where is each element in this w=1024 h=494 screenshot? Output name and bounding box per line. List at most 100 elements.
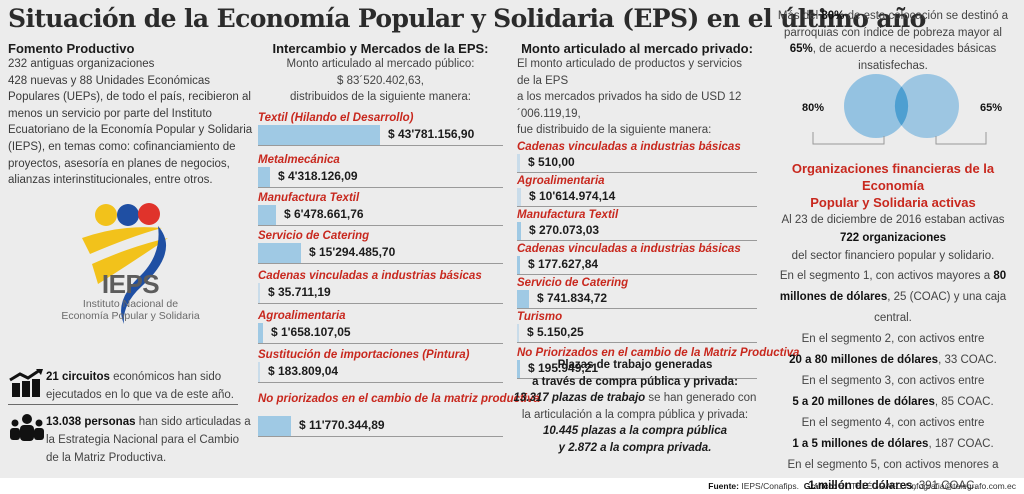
ieps-subtitle-2: Economía Popular y Solidaria [61, 310, 200, 322]
bar-row: $ 5.150,25 [517, 323, 757, 343]
stat-circuitos: 21 circuitos económicos han sido ejecuta… [8, 368, 253, 404]
bar [258, 204, 276, 225]
fomento-line: proyectos, asesoría en planes de negocio… [8, 157, 230, 170]
bar [517, 187, 521, 206]
financieras-count: 722 organizaciones [839, 232, 947, 244]
segment-text: , 85 COAC. [934, 396, 994, 408]
segment-bold: 20 a 80 millones de dólares [789, 354, 939, 366]
bar-category-label: No Priorizados en el cambio de la Matriz… [517, 346, 800, 359]
bar-value-label: $ 177.627,84 [528, 257, 599, 271]
bar-value-label: $ 4'318.126,09 [278, 169, 358, 183]
bar [258, 415, 291, 436]
grafico-label: Gráfico: [803, 481, 837, 491]
segment-text: , 391 COAC. [912, 480, 978, 492]
fomento-line: menos un servicio por parte del Institut… [8, 107, 212, 120]
bar-value-label: $ 741.834,72 [537, 291, 608, 305]
bar-row: $ 510,00 [517, 153, 757, 173]
bar-row: $ 6'478.661,76 [258, 204, 503, 226]
ieps-name: IEPS [101, 269, 160, 299]
bar [517, 255, 520, 274]
bar-row: $ 177.627,84 [517, 255, 757, 275]
publico-heading: Intercambio y Mercados de la EPS: [272, 41, 489, 56]
bar-category-label: Textil (Hilando el Desarrollo) [258, 111, 414, 124]
venn-bracket-left [812, 132, 885, 145]
plazas-bold: 13.317 plazas de trabajo [513, 392, 646, 404]
fomento-line: 428 nuevas y 88 Unidades Económicas [8, 74, 211, 87]
bar-category-label: Servicio de Catering [517, 276, 629, 289]
text: , de acuerdo a necesidades básicas insat… [812, 43, 997, 72]
bar-category-label: Manufactura Textil [258, 191, 360, 204]
bar-value-label: $ 270.073,03 [529, 223, 600, 237]
chart-growth-icon [9, 368, 43, 397]
bar-category-label: Manufactura Textil [517, 208, 619, 221]
segment-item: En el segmento 3, con activos entre 5 a 2… [762, 371, 1024, 413]
text: de esta colocación se destinó a parroqui… [784, 10, 1009, 39]
publico-intro-line: distribuidos de la siguiente manera: [290, 91, 471, 103]
publico-total: $ 83´520.402,63, [337, 74, 424, 87]
stat-circuitos-text: 21 circuitos económicos han sido ejecuta… [46, 368, 253, 404]
bar-category-label: Cadenas vinculadas a industrias básicas [258, 269, 482, 282]
segment-text: En el segmento 3, con activos entre [801, 375, 985, 387]
stat-text: económicos han sido ejecutados en lo que… [46, 371, 234, 401]
fomento-line: Ecuatoriano de la Economía Popular y Sol… [8, 124, 253, 137]
fomento-text: 232 antiguas organizaciones 428 nuevas y… [8, 56, 253, 189]
segment-text: En el segmento 4, con activos entre [801, 417, 985, 429]
venn-bracket-right [935, 132, 987, 145]
fomento-line: 232 antiguas organizaciones [8, 58, 155, 70]
publico-bar-chart: Textil (Hilando el Desarrollo) $ 43'781.1… [258, 111, 540, 437]
infographic-panel [0, 0, 1024, 478]
privado-intro-line: El monto articulado de productos y servi… [517, 58, 742, 87]
publico-intro-line: Monto articulado al mercado público: [286, 58, 475, 70]
bar-value-label: $ 35.711,19 [268, 285, 331, 299]
segment-text: En el segmento 2, con activos entre [801, 333, 985, 345]
stat-text: han sido articuladas a la Estrategia Nac… [46, 416, 251, 464]
segment-bold: 80 millones de dólares [779, 270, 1007, 303]
stat-bold: 13.038 personas [46, 416, 136, 428]
bar [258, 322, 263, 343]
bar [517, 153, 520, 172]
segment-text: , 33 COAC. [938, 354, 997, 366]
financieras-title: Organizaciones financieras de la Economí… [791, 161, 995, 193]
stat-personas: 13.038 personas han sido articuladas a l… [8, 413, 253, 467]
segments-list: En el segmento 1, con activos mayores a … [762, 266, 1024, 494]
colocacion-text: Más del 80% de esta colocación se destin… [762, 8, 1024, 74]
venn-label-80: 80% [802, 102, 824, 114]
bar-category-label: Sustitución de importaciones (Pintura) [258, 348, 470, 361]
privado-intro: El monto articulado de productos y servi… [517, 56, 757, 139]
text: Más del [777, 10, 822, 22]
ieps-logo-text: IEPS Instituto Nacional de Economía Popu… [8, 270, 253, 322]
bar-value-label: $ 1'658.107,05 [271, 325, 351, 339]
bar-category-label: Metalmecánica [258, 153, 340, 166]
fomento-heading: Fomento Productivo [8, 41, 135, 56]
segment-item: En el segmento 5, con activos menores a 1… [762, 455, 1024, 494]
bar [258, 242, 301, 263]
financieras-section: Organizaciones financieras de la Economí… [762, 160, 1024, 494]
colocacion-section: Más del 80% de esta colocación se destin… [762, 8, 1024, 74]
bar-value-label: $ 510,00 [528, 155, 575, 169]
fuente: IEPS/Conafips. [739, 481, 800, 491]
bar-category-label: Turismo [517, 310, 563, 323]
bar-value-label: $ 43'781.156,90 [388, 127, 475, 141]
mercado-privado-section: Monto articulado al mercado privado: El … [517, 41, 800, 379]
bar [517, 221, 521, 240]
bold-pct: 80% [821, 10, 845, 22]
bar [517, 323, 519, 342]
segment-bold: 5 a 20 millones de dólares [792, 396, 935, 408]
segment-item: En el segmento 1, con activos mayores a … [762, 266, 1024, 329]
plazas-heading: a través de compra pública y privada: [532, 375, 738, 388]
venn-intersection [894, 86, 909, 126]
bar-category-label: Agroalimentaria [258, 309, 346, 322]
bar-category-label: Servicio de Catering [258, 229, 370, 242]
bar-value-label: $ 195.949,21 [528, 361, 599, 375]
venn-label-65: 65% [980, 102, 1002, 114]
bar-row: $ 270.073,03 [517, 221, 757, 241]
bar-category-label: No priorizados en el cambio de la matriz… [258, 392, 540, 405]
fomento-line: (IEPS), en temas como: cofinanciamiento … [8, 140, 236, 153]
bar [258, 124, 380, 145]
venn-circle-80 [844, 74, 908, 138]
bar [517, 359, 520, 378]
stat-personas-text: 13.038 personas han sido articuladas a l… [46, 413, 253, 467]
bar-row: $ 183.809,04 [258, 361, 503, 383]
fomento-line: alianzas interinstitucionales, entre otr… [8, 174, 213, 187]
bar-value-label: $ 183.809,04 [268, 364, 339, 378]
